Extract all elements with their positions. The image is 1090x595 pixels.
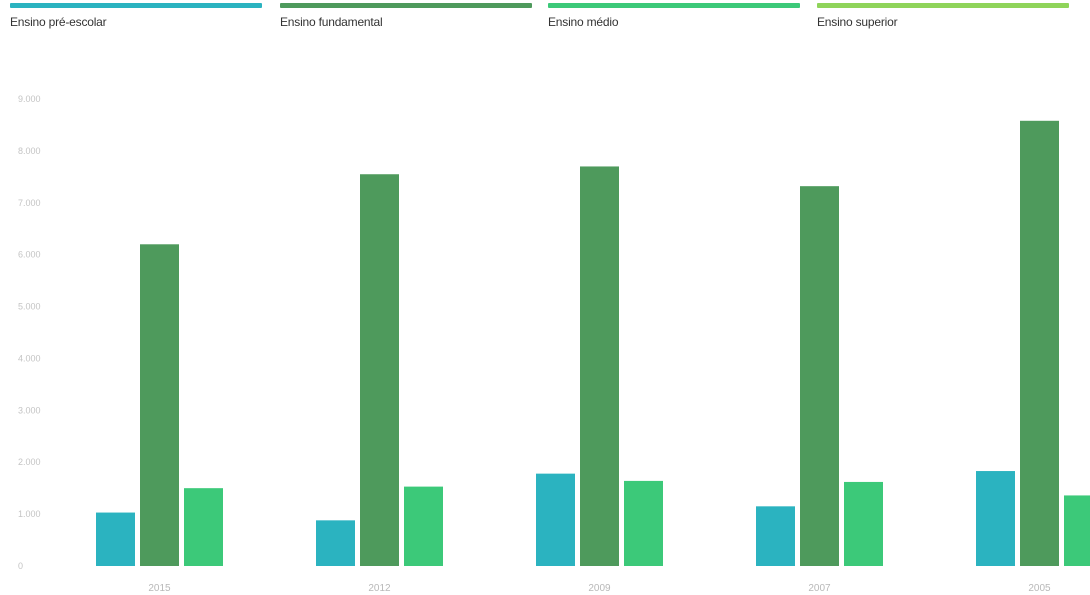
y-tick-label: 1.000: [18, 509, 41, 519]
y-tick-label: 2.000: [18, 457, 41, 467]
bar[interactable]: [140, 244, 179, 566]
bar[interactable]: [1064, 495, 1090, 566]
bar[interactable]: [1020, 121, 1059, 566]
y-tick-label: 6.000: [18, 250, 41, 260]
bar[interactable]: [316, 520, 355, 566]
x-tick-label: 2005: [1028, 583, 1051, 594]
y-tick-label: 8.000: [18, 146, 41, 156]
bar[interactable]: [536, 474, 575, 566]
bar[interactable]: [624, 481, 663, 566]
bar[interactable]: [844, 482, 883, 566]
bar[interactable]: [96, 513, 135, 566]
bar[interactable]: [756, 506, 795, 566]
x-tick-label: 2009: [588, 583, 611, 594]
y-tick-label: 9.000: [18, 94, 41, 104]
bar[interactable]: [360, 174, 399, 566]
bar[interactable]: [184, 488, 223, 566]
x-tick-label: 2012: [368, 583, 391, 594]
x-tick-label: 2015: [148, 583, 171, 594]
y-tick-label: 0: [18, 561, 23, 571]
y-tick-label: 7.000: [18, 198, 41, 208]
y-tick-label: 5.000: [18, 302, 41, 312]
bar[interactable]: [800, 186, 839, 566]
y-tick-label: 4.000: [18, 353, 41, 363]
x-tick-label: 2007: [808, 583, 831, 594]
bar[interactable]: [976, 471, 1015, 566]
bar[interactable]: [404, 487, 443, 566]
y-tick-label: 3.000: [18, 405, 41, 415]
bar[interactable]: [580, 166, 619, 566]
